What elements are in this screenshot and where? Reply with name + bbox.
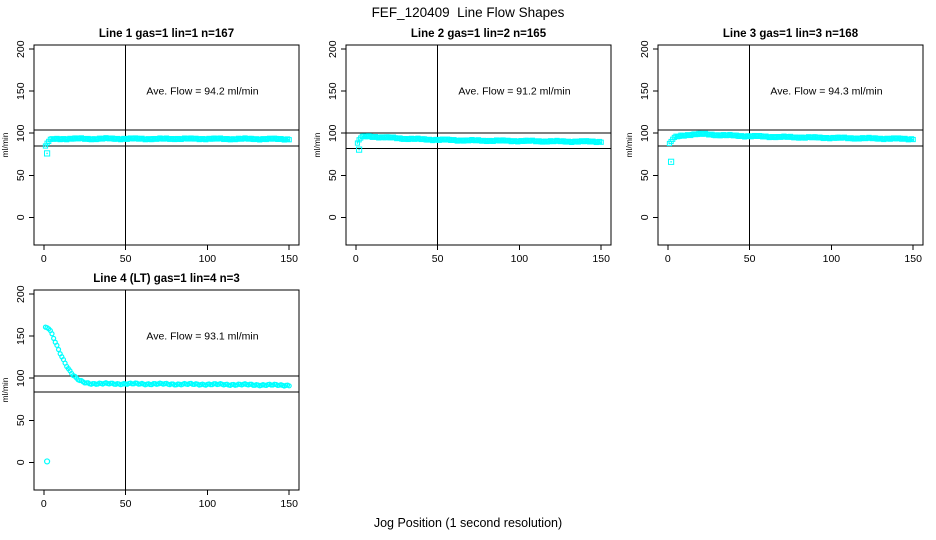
avg-flow-annotation: Ave. Flow = 94.2 ml/min bbox=[146, 86, 258, 98]
y-tick-label: 50 bbox=[327, 169, 339, 181]
y-tick-label: 100 bbox=[639, 124, 651, 142]
x-tick-label: 0 bbox=[41, 498, 47, 510]
panel-title: Line 2 gas=1 lin=2 n=165 bbox=[411, 28, 547, 40]
y-tick-label: 0 bbox=[327, 214, 339, 220]
data-point-center-dot bbox=[44, 145, 47, 147]
y-tick-label: 0 bbox=[15, 214, 27, 220]
y-tick-label: 150 bbox=[15, 327, 27, 345]
y-tick-label: 50 bbox=[639, 169, 651, 181]
x-tick-label: 150 bbox=[280, 498, 298, 510]
data-series bbox=[42, 135, 292, 157]
data-point-center-dot bbox=[912, 138, 914, 141]
y-axis-unit-label: ml/min bbox=[624, 132, 634, 157]
panel-3: Line 3 gas=1 lin=3 n=168 0 50 100 150 0 50 100 1… bbox=[624, 28, 924, 265]
x-tick-label: 150 bbox=[280, 253, 298, 265]
y-tick-label: 50 bbox=[15, 169, 27, 181]
y-tick-label: 150 bbox=[639, 82, 651, 100]
panel-border bbox=[657, 44, 924, 246]
data-point bbox=[49, 331, 55, 337]
outlier-point bbox=[667, 158, 675, 165]
x-tick-label: 100 bbox=[823, 253, 841, 265]
data-point bbox=[286, 383, 292, 389]
panel-border bbox=[33, 289, 300, 491]
y-tick-label: 200 bbox=[15, 285, 27, 303]
avg-flow-annotation: Ave. Flow = 91.2 ml/min bbox=[458, 86, 570, 98]
y-tick-label: 200 bbox=[15, 40, 27, 58]
x-axis-title: Jog Position (1 second resolution) bbox=[373, 516, 563, 530]
panel-border bbox=[33, 44, 300, 246]
x-tick-label: 0 bbox=[41, 253, 47, 265]
x-tick-label: 50 bbox=[120, 498, 132, 510]
data-point-center-dot bbox=[46, 152, 48, 155]
data-series bbox=[354, 133, 604, 153]
data-point bbox=[54, 342, 60, 348]
x-tick-label: 0 bbox=[353, 253, 359, 265]
x-tick-label: 50 bbox=[120, 253, 132, 265]
data-point-center-dot bbox=[670, 161, 672, 163]
x-tick-label: 150 bbox=[592, 253, 610, 265]
y-tick-label: 0 bbox=[15, 459, 27, 465]
data-point-center-dot bbox=[600, 141, 602, 143]
figure-title: FEF_120409 Line Flow Shapes bbox=[371, 5, 565, 20]
data-point-center-dot bbox=[356, 142, 359, 144]
y-tick-label: 200 bbox=[327, 40, 339, 58]
x-tick-label: 150 bbox=[904, 253, 922, 265]
y-axis-unit-label: ml/min bbox=[0, 377, 10, 402]
x-tick-label: 100 bbox=[199, 253, 217, 265]
y-axis-unit-label: ml/min bbox=[312, 132, 322, 157]
outlier-point bbox=[43, 150, 51, 157]
data-point bbox=[598, 139, 604, 145]
panel-title: Line 4 (LT) gas=1 lin=4 n=3 bbox=[93, 273, 239, 285]
x-tick-label: 100 bbox=[511, 253, 529, 265]
outlier-point bbox=[355, 146, 363, 153]
panel-title: Line 3 gas=1 lin=3 n=168 bbox=[723, 28, 859, 40]
x-tick-label: 50 bbox=[744, 253, 756, 265]
y-tick-label: 100 bbox=[15, 124, 27, 142]
panel-4: Line 4 (LT) gas=1 lin=4 n=3 0 50 100 150 0 50 1… bbox=[0, 273, 300, 510]
y-tick-label: 100 bbox=[327, 124, 339, 142]
outlier-point bbox=[43, 458, 51, 465]
data-point bbox=[55, 346, 62, 353]
panel-title: Line 1 gas=1 lin=1 n=167 bbox=[99, 28, 234, 40]
data-point-center-dot bbox=[288, 139, 290, 141]
data-point bbox=[286, 137, 292, 143]
y-tick-label: 200 bbox=[639, 40, 651, 58]
y-tick-label: 150 bbox=[15, 82, 27, 100]
avg-flow-annotation: Ave. Flow = 93.1 ml/min bbox=[146, 331, 258, 343]
y-tick-label: 150 bbox=[327, 82, 339, 100]
y-tick-label: 0 bbox=[639, 214, 651, 220]
x-tick-label: 0 bbox=[665, 253, 671, 265]
panel-2: Line 2 gas=1 lin=2 n=165 0 50 100 150 0 50 100 1… bbox=[312, 28, 612, 265]
data-point bbox=[910, 136, 916, 143]
y-tick-label: 50 bbox=[15, 414, 27, 426]
x-tick-label: 50 bbox=[432, 253, 444, 265]
panel-border bbox=[345, 44, 612, 246]
data-series bbox=[666, 130, 916, 165]
y-tick-label: 100 bbox=[15, 369, 27, 387]
data-series bbox=[42, 324, 292, 465]
x-tick-label: 100 bbox=[199, 498, 217, 510]
data-point-center-dot bbox=[358, 148, 360, 151]
panel-1: Line 1 gas=1 lin=1 n=167 0 50 100 150 0 50 100 1… bbox=[0, 28, 300, 265]
avg-flow-annotation: Ave. Flow = 94.3 ml/min bbox=[770, 86, 882, 98]
y-axis-unit-label: ml/min bbox=[0, 132, 10, 157]
